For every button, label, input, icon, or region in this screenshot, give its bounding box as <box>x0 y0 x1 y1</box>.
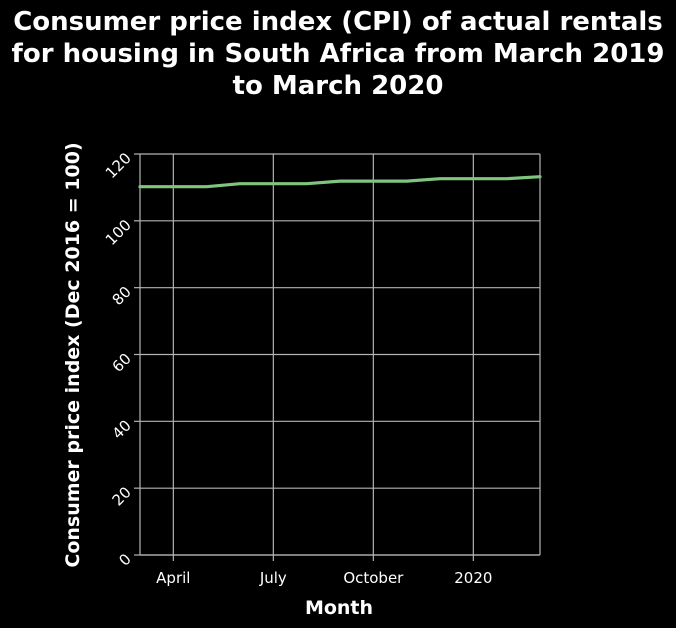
y-tick-label: 120 <box>102 149 135 182</box>
y-tick-label: 40 <box>109 416 135 442</box>
y-tick-label: 80 <box>109 283 135 309</box>
y-tick-label: 60 <box>109 350 135 376</box>
x-tick-label: October <box>343 569 404 587</box>
x-axis-title: Month <box>305 597 373 619</box>
y-tick-label: 0 <box>115 550 134 569</box>
x-tick-label: July <box>259 569 287 587</box>
series-layer <box>138 175 542 189</box>
axes <box>134 153 541 561</box>
y-tick-label: 20 <box>109 483 135 509</box>
x-tick-label: April <box>156 569 190 587</box>
x-tick-labels: April July October 2020 <box>156 569 492 587</box>
chart-title-line-2: for housing in South Africa from March 2… <box>12 39 665 69</box>
series-line <box>138 175 542 189</box>
chart-title-line-3: to March 2020 <box>233 71 444 101</box>
grid <box>140 153 540 556</box>
chart-title-line-1: Consumer price index (CPI) of actual ren… <box>13 7 663 37</box>
y-tick-label: 100 <box>102 216 135 249</box>
x-tick-label: 2020 <box>454 569 492 587</box>
y-axis-title: Consumer price index (Dec 2016 = 100) <box>62 142 84 567</box>
y-tick-labels: 0 20 40 60 80 100 120 <box>102 149 135 569</box>
